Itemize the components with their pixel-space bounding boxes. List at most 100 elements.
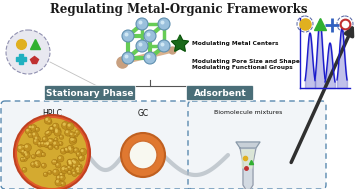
Circle shape bbox=[24, 144, 32, 151]
Circle shape bbox=[36, 164, 38, 166]
Circle shape bbox=[146, 33, 150, 36]
Circle shape bbox=[37, 141, 43, 147]
Text: HPLC: HPLC bbox=[42, 108, 62, 118]
FancyBboxPatch shape bbox=[45, 85, 135, 101]
Circle shape bbox=[158, 18, 170, 30]
Circle shape bbox=[74, 149, 76, 151]
Circle shape bbox=[69, 162, 71, 164]
Circle shape bbox=[79, 157, 81, 159]
Circle shape bbox=[49, 146, 51, 148]
Circle shape bbox=[75, 133, 76, 135]
Circle shape bbox=[46, 142, 51, 147]
Polygon shape bbox=[236, 142, 260, 148]
Circle shape bbox=[72, 160, 75, 162]
Text: Regulating Metal-Organic Frameworks: Regulating Metal-Organic Frameworks bbox=[50, 2, 308, 15]
Circle shape bbox=[50, 127, 52, 130]
Circle shape bbox=[29, 133, 31, 135]
Circle shape bbox=[54, 129, 61, 136]
Circle shape bbox=[60, 148, 66, 154]
Circle shape bbox=[35, 127, 39, 132]
Circle shape bbox=[60, 173, 62, 175]
Circle shape bbox=[69, 148, 71, 150]
Circle shape bbox=[36, 128, 38, 130]
Circle shape bbox=[32, 133, 35, 136]
Circle shape bbox=[68, 147, 74, 153]
Circle shape bbox=[61, 122, 69, 129]
Circle shape bbox=[52, 141, 59, 148]
Circle shape bbox=[38, 142, 41, 144]
Circle shape bbox=[73, 161, 76, 164]
Circle shape bbox=[65, 148, 67, 150]
Circle shape bbox=[160, 43, 164, 46]
Circle shape bbox=[35, 137, 37, 139]
Text: Modulating Functional Groups: Modulating Functional Groups bbox=[192, 66, 293, 70]
FancyBboxPatch shape bbox=[186, 85, 253, 101]
Circle shape bbox=[44, 117, 51, 124]
Circle shape bbox=[44, 143, 46, 145]
Circle shape bbox=[31, 132, 38, 139]
Circle shape bbox=[69, 160, 71, 163]
Circle shape bbox=[61, 149, 64, 151]
Circle shape bbox=[22, 167, 27, 172]
Polygon shape bbox=[240, 148, 256, 189]
Circle shape bbox=[24, 152, 30, 159]
Circle shape bbox=[139, 43, 143, 46]
Circle shape bbox=[28, 125, 34, 131]
Circle shape bbox=[48, 139, 51, 142]
Circle shape bbox=[71, 158, 78, 165]
Circle shape bbox=[144, 52, 156, 64]
Circle shape bbox=[60, 176, 62, 178]
Circle shape bbox=[72, 164, 77, 169]
Circle shape bbox=[40, 141, 46, 147]
Circle shape bbox=[32, 155, 34, 157]
Circle shape bbox=[79, 155, 85, 161]
Text: Stationary Phase: Stationary Phase bbox=[46, 88, 134, 98]
Circle shape bbox=[20, 157, 25, 162]
Circle shape bbox=[77, 164, 82, 169]
Circle shape bbox=[23, 157, 25, 159]
Circle shape bbox=[50, 140, 52, 142]
Circle shape bbox=[52, 160, 55, 162]
FancyBboxPatch shape bbox=[1, 101, 191, 189]
Circle shape bbox=[67, 166, 70, 168]
Circle shape bbox=[46, 132, 48, 134]
Circle shape bbox=[47, 131, 49, 133]
Circle shape bbox=[77, 170, 79, 172]
Circle shape bbox=[67, 170, 72, 175]
Circle shape bbox=[69, 162, 72, 165]
Circle shape bbox=[80, 156, 82, 158]
Circle shape bbox=[125, 54, 129, 59]
Circle shape bbox=[34, 160, 41, 167]
Circle shape bbox=[67, 165, 73, 171]
Circle shape bbox=[21, 158, 23, 160]
Circle shape bbox=[68, 171, 70, 173]
Circle shape bbox=[23, 157, 27, 161]
Circle shape bbox=[31, 162, 36, 167]
Circle shape bbox=[34, 136, 41, 142]
Circle shape bbox=[34, 139, 37, 142]
Circle shape bbox=[56, 180, 59, 183]
Circle shape bbox=[68, 161, 73, 167]
Circle shape bbox=[45, 131, 51, 136]
Circle shape bbox=[160, 20, 164, 25]
Circle shape bbox=[74, 133, 78, 137]
Circle shape bbox=[68, 161, 75, 168]
Circle shape bbox=[53, 142, 56, 145]
Circle shape bbox=[37, 151, 40, 154]
Circle shape bbox=[47, 143, 48, 145]
Circle shape bbox=[72, 171, 78, 177]
Circle shape bbox=[53, 160, 58, 164]
Circle shape bbox=[55, 163, 61, 168]
Circle shape bbox=[74, 148, 79, 153]
Circle shape bbox=[43, 172, 48, 177]
Circle shape bbox=[49, 139, 54, 144]
Text: Biomolecule mixtures: Biomolecule mixtures bbox=[214, 111, 282, 115]
Circle shape bbox=[35, 163, 40, 168]
Circle shape bbox=[48, 171, 50, 173]
Circle shape bbox=[52, 169, 59, 176]
Circle shape bbox=[64, 147, 69, 152]
Circle shape bbox=[70, 138, 73, 141]
Circle shape bbox=[59, 172, 65, 178]
Circle shape bbox=[65, 168, 67, 170]
Circle shape bbox=[53, 170, 56, 173]
